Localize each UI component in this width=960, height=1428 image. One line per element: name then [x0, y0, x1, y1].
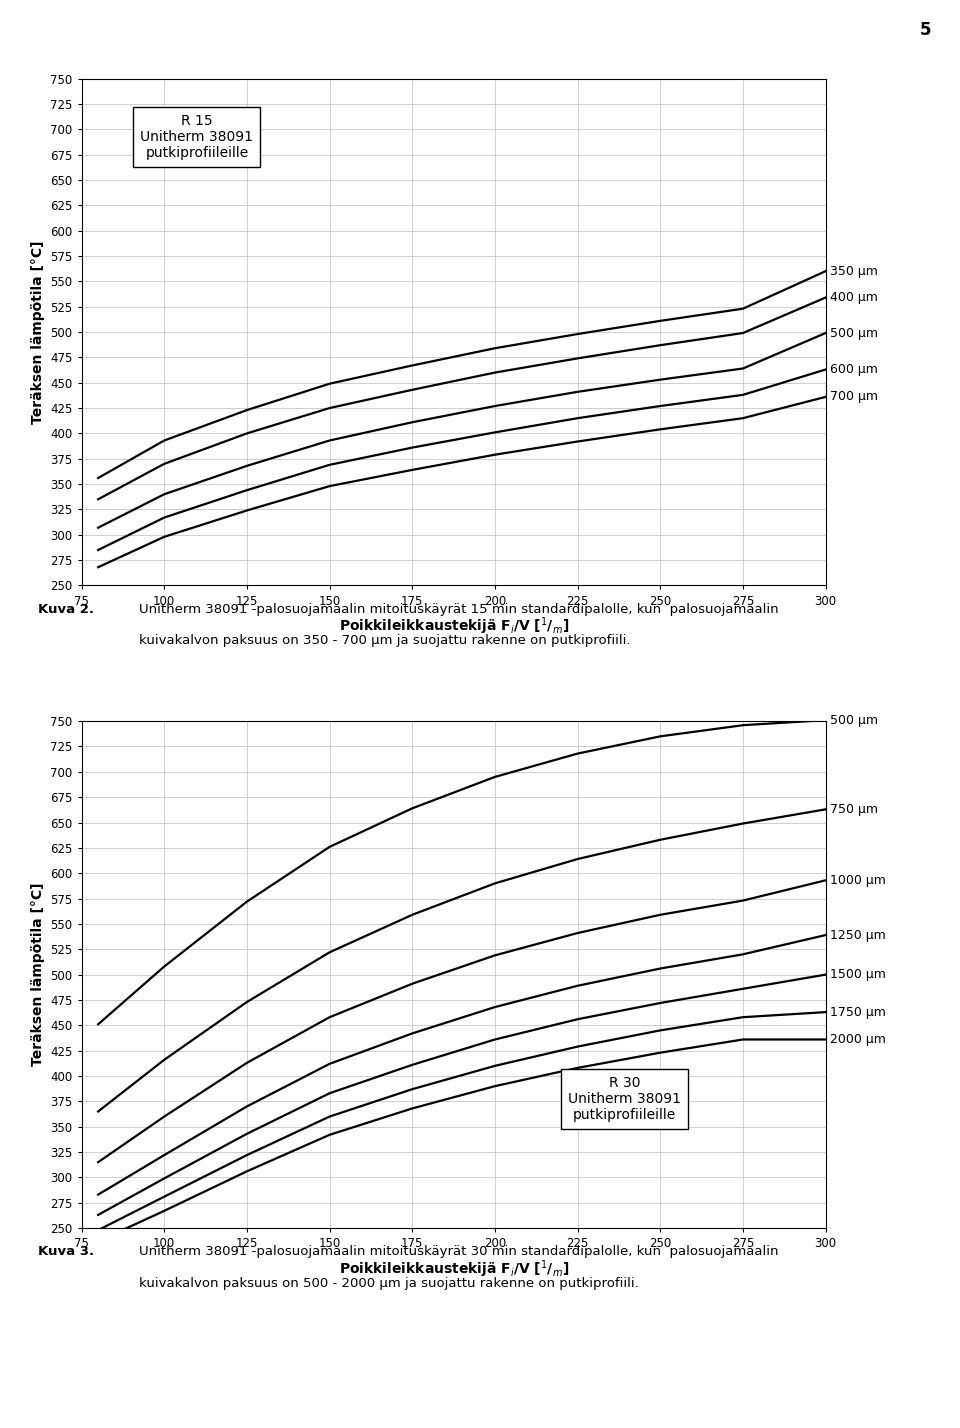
- Text: Kuva 2.: Kuva 2.: [38, 603, 94, 615]
- Text: 750 μm: 750 μm: [830, 803, 878, 815]
- Text: 1250 μm: 1250 μm: [830, 928, 886, 941]
- Text: kuivakalvon paksuus on 500 - 2000 μm ja suojattu rakenne on putkiprofiili.: kuivakalvon paksuus on 500 - 2000 μm ja …: [139, 1277, 639, 1289]
- Text: R 15
Unitherm 38091
putkiprofiileille: R 15 Unitherm 38091 putkiprofiileille: [140, 114, 253, 160]
- Text: 600 μm: 600 μm: [830, 363, 878, 376]
- Text: 1500 μm: 1500 μm: [830, 968, 886, 981]
- Text: Unitherm 38091 -palosuojamaalin mitoituskäyrät 15 min standardipalolle, kun  pal: Unitherm 38091 -palosuojamaalin mitoitus…: [139, 603, 779, 615]
- Text: 1000 μm: 1000 μm: [830, 874, 886, 887]
- Text: 400 μm: 400 μm: [830, 291, 878, 304]
- X-axis label: Poikkileikkaustekijä F$_i$/V [$^1$/$_m$]: Poikkileikkaustekijä F$_i$/V [$^1$/$_m$]: [339, 615, 568, 637]
- Text: 350 μm: 350 μm: [830, 264, 878, 277]
- Text: 700 μm: 700 μm: [830, 390, 878, 403]
- Text: kuivakalvon paksuus on 350 - 700 μm ja suojattu rakenne on putkiprofiili.: kuivakalvon paksuus on 350 - 700 μm ja s…: [139, 634, 631, 647]
- Text: Kuva 3.: Kuva 3.: [38, 1245, 94, 1258]
- Text: 500 μm: 500 μm: [830, 327, 878, 340]
- Text: 2000 μm: 2000 μm: [830, 1032, 886, 1045]
- Text: 500 μm: 500 μm: [830, 714, 878, 727]
- X-axis label: Poikkileikkaustekijä F$_i$/V [$^1$/$_m$]: Poikkileikkaustekijä F$_i$/V [$^1$/$_m$]: [339, 1258, 568, 1279]
- Y-axis label: Teräksen lämpötila [°C]: Teräksen lämpötila [°C]: [31, 240, 45, 424]
- Text: R 30
Unitherm 38091
putkiprofiileille: R 30 Unitherm 38091 putkiprofiileille: [568, 1077, 682, 1122]
- Text: Unitherm 38091 -palosuojamaalin mitoituskäyrät 30 min standardipalolle, kun  pal: Unitherm 38091 -palosuojamaalin mitoitus…: [139, 1245, 779, 1258]
- Y-axis label: Teräksen lämpötila [°C]: Teräksen lämpötila [°C]: [31, 883, 45, 1067]
- Text: 5: 5: [920, 21, 931, 40]
- Text: 1750 μm: 1750 μm: [830, 1005, 886, 1018]
